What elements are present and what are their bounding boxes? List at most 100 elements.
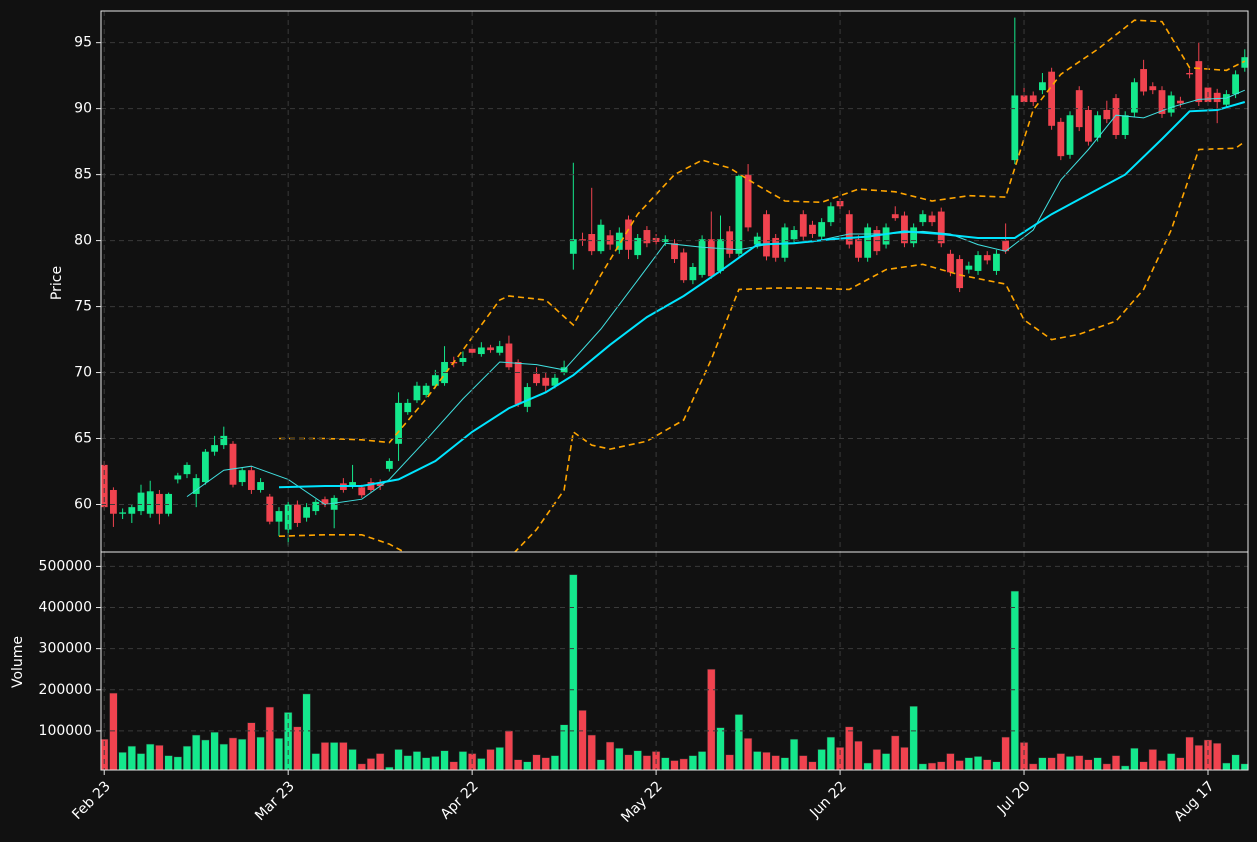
volume-bar [320,742,330,771]
candle-body [661,239,669,242]
candle-body [358,487,366,496]
candle-body [717,239,724,271]
candle-body [818,222,826,237]
candle-body [247,470,255,490]
volume-bar [1111,755,1121,771]
candle-body [468,348,476,353]
volume-bar [201,739,210,771]
candle-body [579,239,586,241]
volume-bar [146,743,155,771]
volume-bar [523,761,532,771]
candle-body [156,493,163,514]
candle-body [809,224,816,234]
volume-bar [1176,757,1185,771]
candle-body [919,214,927,223]
volume-bar [826,736,835,771]
candle-body [597,224,605,252]
volume-bar [872,749,881,771]
candle-body [891,214,899,219]
candle-body [119,512,127,514]
overlay-line [278,101,1246,489]
volume-bar [707,668,716,771]
volume-bar [661,757,670,771]
volume-bar [1185,736,1194,771]
volume-bar [560,724,569,771]
volume-bar [854,740,863,771]
candle-body [763,214,770,257]
volume-bar [1194,745,1203,771]
volume-bar [743,738,753,771]
volume-bar [918,763,927,771]
candle-body [1085,109,1092,142]
volume-bar [1075,755,1084,771]
volume-bar [937,761,946,771]
volume-bar [274,738,284,771]
y-tick-label: 70 [74,365,92,381]
volume-bar [550,755,560,771]
candle-body [367,482,375,490]
volume-bar [403,755,412,771]
volume-bar [1001,736,1010,771]
volume-bar [973,756,983,771]
volume-bar [228,737,238,771]
candle-body [1048,71,1056,126]
volume-bar [1102,763,1111,771]
candle-body [947,253,954,273]
candle-body [956,259,964,289]
volume-bar [449,761,458,771]
candle-body [671,243,678,260]
volume-bar [789,738,799,771]
volume-bar [1148,749,1157,771]
candle-body [330,497,338,510]
volume-bar [624,754,633,771]
candle-body [238,470,246,483]
volume-bar [808,761,817,771]
candle-body [376,483,384,487]
candle-body [993,253,1000,271]
candle-body [1103,109,1111,120]
volume-bar [394,749,403,771]
candle-body [569,239,577,254]
volume-bar [615,747,624,771]
candle-body [1131,82,1138,113]
y-tick-label: 95 [74,35,92,51]
candle-body [864,227,872,258]
volume-bar [1084,759,1093,771]
y-tick-label: 200000 [39,682,92,698]
volume-bar [578,710,587,771]
candle-body [707,239,715,277]
candle-body [165,493,173,514]
candle-body [634,237,642,256]
volume-bar [1038,757,1047,771]
volume-bar [569,574,578,771]
volume-bar [799,755,808,771]
volume-bar [881,753,891,771]
volume-bar [596,759,606,771]
candle-body [211,445,218,452]
candle-body [643,230,651,244]
volume-bar [357,763,366,771]
candle-body [965,265,973,270]
volume-bar [606,741,615,771]
axes-frame [100,551,1249,771]
candle-body [1039,82,1046,91]
volume-bar [633,750,642,771]
candle-body [422,385,430,395]
y-tick-label: 500000 [39,558,92,574]
candle-body [321,499,329,505]
volume-bar [339,742,348,771]
volume-bar [725,754,734,771]
volume-bar [983,759,992,771]
volume-bar [1157,760,1167,771]
candle-body [1167,95,1175,113]
volume-bar [734,714,743,771]
volume-bar [247,722,256,771]
candle-body [983,255,991,261]
volume-bar [964,757,973,771]
volume-bar [541,757,550,771]
volume-bar [909,705,918,771]
candle-body [1241,57,1248,68]
volume-bar [256,736,265,771]
candle-body [615,232,623,250]
